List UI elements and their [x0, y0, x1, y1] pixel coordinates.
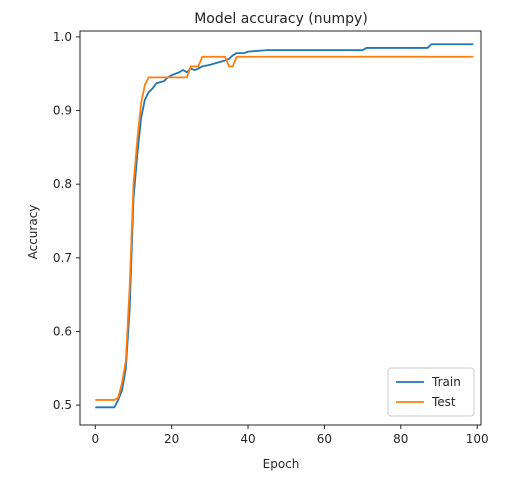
y-tick-label: 0.5: [53, 398, 72, 412]
x-tick-label: 60: [317, 432, 332, 446]
legend-frame: [387, 367, 475, 417]
series-line-test: [95, 55, 474, 401]
series-layer: [95, 43, 474, 409]
legend-label-train: Train: [431, 375, 461, 389]
x-axis-ticks: 0 20 40 60 80 100: [91, 425, 489, 446]
y-tick-label: 1.0: [53, 30, 72, 44]
y-tick-label: 0.6: [53, 324, 72, 338]
plot-area: [79, 30, 482, 426]
y-tick-label: 0.8: [53, 177, 72, 191]
x-tick-label: 40: [240, 432, 255, 446]
x-tick-label: 20: [164, 432, 179, 446]
y-tick-label: 0.9: [53, 104, 72, 118]
series-line-train: [95, 43, 474, 409]
legend-label-test: Test: [431, 395, 456, 409]
x-axis-label: Epoch: [263, 457, 300, 471]
axes-frame: [79, 30, 482, 426]
y-axis-label: Accuracy: [26, 205, 40, 260]
y-tick-label: 0.7: [53, 251, 72, 265]
x-tick-label: 0: [91, 432, 99, 446]
chart-title: Model accuracy (numpy): [194, 11, 368, 27]
legend: Train Test: [387, 367, 475, 417]
x-tick-label: 100: [466, 432, 489, 446]
x-tick-label: 80: [393, 432, 408, 446]
y-axis-ticks: 0.5 0.6 0.7 0.8 0.9 1.0: [53, 30, 80, 412]
